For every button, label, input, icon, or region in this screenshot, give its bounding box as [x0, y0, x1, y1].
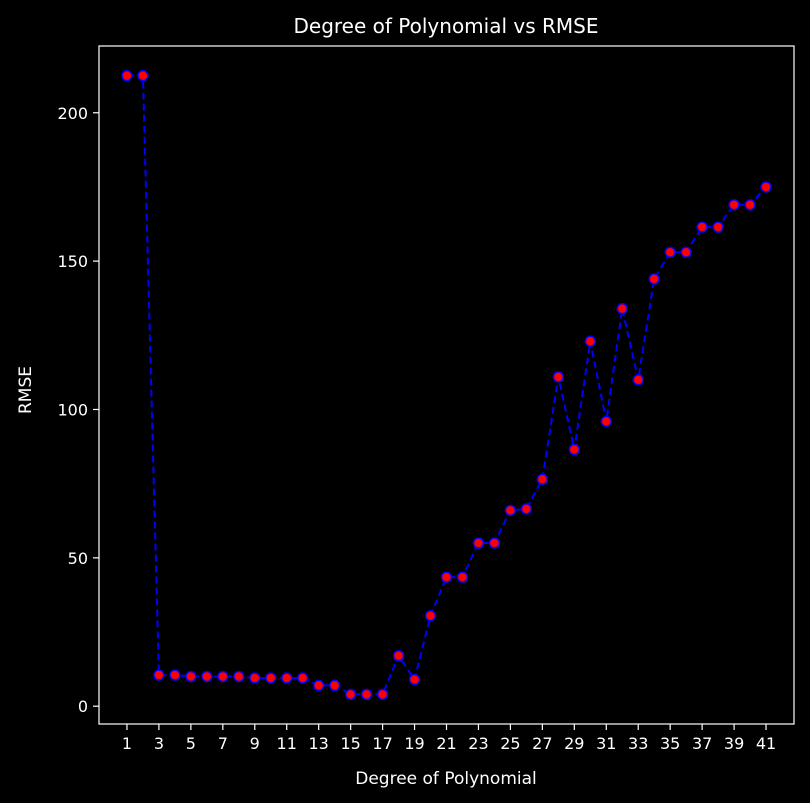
x-tick-label: 11: [277, 734, 297, 753]
data-point: [680, 246, 692, 258]
data-point: [249, 672, 261, 684]
data-point: [312, 679, 325, 692]
y-tick-label: 150: [57, 252, 88, 271]
data-point: [568, 443, 581, 456]
data-point: [185, 670, 197, 683]
data-point: [376, 688, 389, 701]
x-tick-label: 13: [309, 734, 329, 753]
data-point: [536, 473, 549, 485]
x-tick-label: 21: [436, 734, 456, 753]
data-point: [233, 670, 245, 683]
data-point: [664, 246, 676, 258]
data-point: [600, 415, 613, 428]
x-tick-label: 41: [756, 734, 776, 753]
x-tick-label: 37: [692, 734, 712, 753]
x-tick-label: 17: [372, 734, 392, 753]
data-point: [137, 69, 149, 82]
x-tick-label: 29: [564, 734, 584, 753]
x-tick-label: 27: [532, 734, 552, 753]
data-point: [344, 688, 357, 701]
data-point: [552, 371, 565, 383]
data-point: [408, 673, 421, 686]
data-point: [488, 537, 501, 549]
y-tick-label: 100: [57, 400, 88, 419]
data-point: [472, 537, 485, 549]
chart-title: Degree of Polynomial vs RMSE: [294, 14, 599, 38]
y-tick-label: 200: [57, 104, 88, 123]
data-point: [520, 503, 533, 515]
x-tick-label: 19: [404, 734, 424, 753]
data-point: [153, 669, 165, 681]
data-point: [169, 669, 181, 681]
y-axis-ticks: 0 50 100 150 200: [57, 104, 99, 716]
data-point: [424, 609, 437, 622]
data-point: [217, 670, 229, 683]
data-point: [456, 571, 469, 583]
x-tick-label: 33: [628, 734, 648, 753]
y-tick-label: 0: [78, 697, 88, 716]
y-tick-label: 50: [68, 549, 88, 568]
x-tick-label: 35: [660, 734, 680, 753]
data-point: [201, 670, 213, 683]
data-point: [280, 672, 293, 684]
x-axis-ticks: 1 3 5 7 9 11 13 15 17 19 21 23 25 27 29 31 33 35 37 39 41: [122, 724, 776, 753]
data-point: [648, 273, 660, 285]
data-point: [728, 198, 740, 211]
x-tick-label: 23: [468, 734, 488, 753]
data-point: [696, 221, 708, 233]
data-point: [360, 688, 373, 701]
data-point: [504, 504, 517, 517]
x-tick-label: 3: [154, 734, 164, 753]
series-markers: [121, 69, 772, 701]
x-tick-label: 31: [596, 734, 616, 753]
data-point: [392, 650, 405, 662]
x-tick-label: 15: [340, 734, 360, 753]
x-axis-title: Degree of Polynomial: [355, 769, 537, 789]
data-point: [744, 198, 756, 211]
data-point: [632, 374, 644, 386]
data-point: [328, 679, 341, 692]
x-tick-label: 9: [250, 734, 260, 753]
x-tick-label: 1: [122, 734, 132, 753]
x-tick-label: 5: [186, 734, 196, 753]
y-axis-title: RMSE: [16, 366, 36, 414]
x-tick-label: 7: [218, 734, 228, 753]
data-point: [265, 672, 277, 684]
plot-area-frame: [98, 45, 795, 725]
x-tick-label: 25: [500, 734, 520, 753]
data-point: [584, 335, 597, 347]
x-tick-label: 39: [724, 734, 744, 753]
data-point: [760, 181, 772, 193]
data-point: [440, 571, 453, 583]
data-point: [712, 221, 724, 233]
data-point: [616, 302, 628, 315]
data-point: [296, 672, 309, 684]
data-point: [121, 69, 133, 82]
